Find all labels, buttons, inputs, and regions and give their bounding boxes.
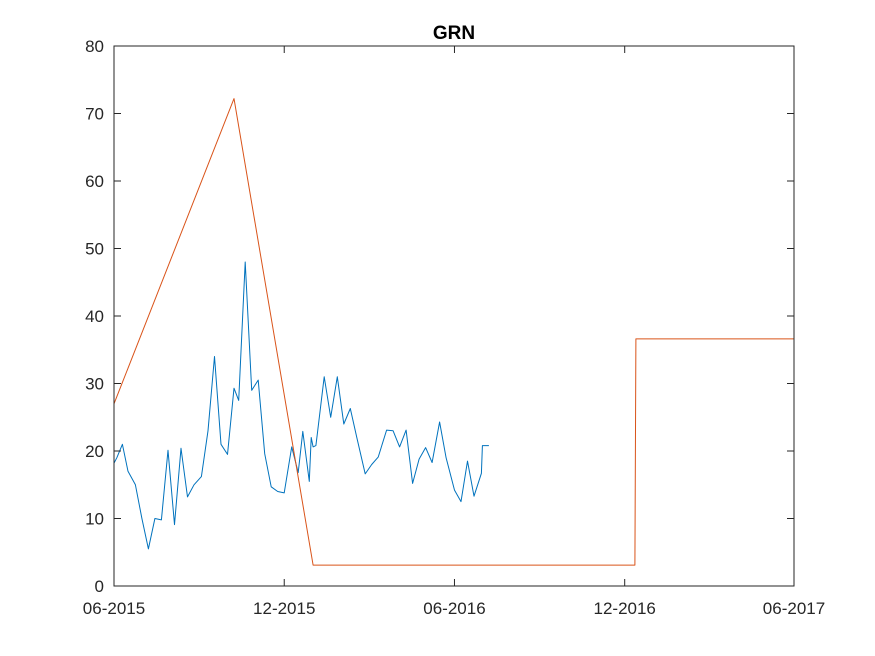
x-tick-label: 12-2015: [253, 599, 315, 618]
x-tick-label: 06-2015: [83, 599, 145, 618]
y-tick-label: 50: [85, 240, 104, 259]
x-tick-label: 06-2016: [423, 599, 485, 618]
x-tick-label: 12-2016: [594, 599, 656, 618]
y-tick-label: 20: [85, 442, 104, 461]
series-line-2: [113, 98, 794, 566]
y-axis: 0 10 20 30 40 50 60 70 80: [85, 37, 794, 596]
y-tick-label: 80: [85, 37, 104, 56]
plot-frame: [113, 45, 795, 587]
series-line-1: [113, 261, 489, 550]
series-layer: [113, 98, 794, 566]
y-tick-label: 40: [85, 307, 104, 326]
y-tick-label: 30: [85, 375, 104, 394]
x-tick-label: 06-2017: [763, 599, 825, 618]
y-tick-label: 10: [85, 510, 104, 529]
chart-title: GRN: [433, 23, 475, 44]
y-tick-label: 0: [95, 577, 104, 596]
x-axis: 06-2015 12-2015 06-2016 12-2016 06-2017: [83, 46, 825, 618]
y-tick-label: 70: [85, 105, 104, 124]
y-tick-label: 60: [85, 172, 104, 191]
